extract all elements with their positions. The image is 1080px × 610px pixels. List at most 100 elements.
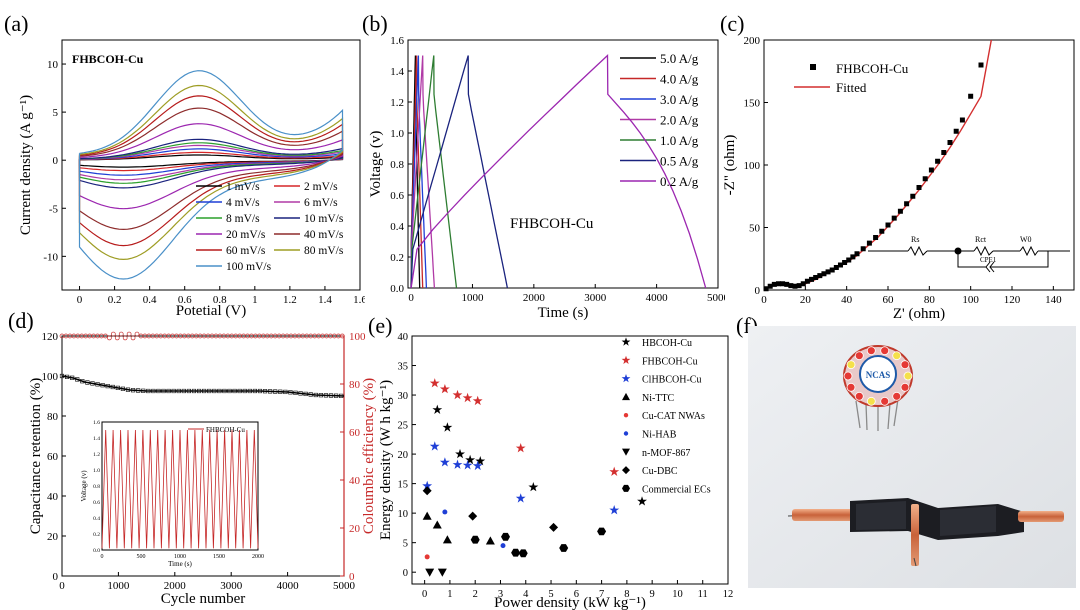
marker-diamond	[549, 522, 559, 532]
y-right-tick-label: 40	[349, 475, 361, 487]
x-tick-label: 140	[1045, 294, 1062, 306]
cv-curve-100mVs	[78, 70, 344, 280]
y-tick-label: 40	[47, 491, 59, 503]
led-light	[866, 396, 876, 406]
marker-diamond	[622, 466, 630, 475]
marker-hexagon	[470, 535, 480, 544]
marker-triangle-down	[437, 568, 447, 577]
inset-frame	[101, 421, 259, 551]
led-light	[846, 360, 856, 370]
series-clhbcohcu	[422, 374, 631, 515]
cv-curve-20mVs	[78, 123, 344, 210]
y-right-tick-label: 100	[349, 331, 366, 343]
inset-y-tick-label: 0.2	[93, 532, 100, 538]
retention-point	[252, 388, 257, 394]
data-point	[821, 271, 827, 277]
x-tick-label: 3000	[220, 580, 243, 592]
legend-label: 20 mV/s	[226, 229, 266, 241]
data-point	[860, 246, 866, 252]
legend-label: 100 mV/s	[226, 261, 272, 273]
x-tick-label: 3000	[584, 292, 607, 304]
data-point	[941, 150, 947, 155]
x-tick-label: 120	[1004, 294, 1021, 306]
data-point	[978, 62, 984, 68]
y-tick-label: 1.2	[390, 97, 404, 109]
retention-point	[161, 388, 166, 394]
led-light	[880, 346, 890, 356]
x-tick-label: 1.2	[283, 294, 297, 306]
legend-label: 0.2 A/g	[660, 174, 699, 189]
retention-point	[318, 393, 323, 398]
inset-y-label: Voltage (v)	[80, 470, 88, 502]
inset-x-label: Time (s)	[168, 560, 192, 568]
legend-label: 5.0 A/g	[660, 51, 699, 66]
data-point	[767, 283, 773, 289]
marker-triangle-down	[622, 448, 630, 456]
x-tick-label: 40	[841, 294, 853, 306]
data-point	[788, 283, 794, 289]
marker-dot	[424, 554, 430, 560]
marker-triangle-down	[425, 568, 435, 577]
retention-point	[59, 373, 65, 379]
retention-point	[136, 388, 141, 393]
legend-label: 3.0 A/g	[660, 92, 699, 107]
marker-dot	[442, 509, 448, 515]
data-point	[947, 140, 953, 145]
data-point	[809, 276, 815, 282]
y-tick-label: 60	[47, 451, 59, 463]
inset-y-tick-label: 1.2	[93, 452, 100, 458]
gcd-curve-02Ag	[410, 54, 707, 289]
x-tick-label: 0	[422, 589, 427, 600]
retention-point	[166, 388, 171, 394]
data-point	[813, 275, 819, 280]
y-axis-label: Coloumbic efficiency (%)	[361, 378, 377, 534]
cv-curve-80mVs	[78, 84, 344, 261]
efficiency-point	[118, 331, 124, 337]
series-commercialecs	[470, 484, 630, 558]
inset-y-tick-label: 0.6	[93, 500, 100, 506]
marker-hexagon	[622, 484, 630, 492]
retention-point	[328, 393, 334, 398]
marker-star	[422, 480, 433, 491]
data-point	[850, 254, 856, 260]
data-point	[800, 281, 806, 287]
y-tick-label: 0	[53, 155, 59, 167]
y-tick-label: -5	[49, 203, 59, 215]
y-right-tick-label: 0	[349, 571, 355, 583]
inset-y-tick-label: 1.6	[93, 420, 100, 426]
x-tick-label: 5000	[707, 292, 725, 304]
data-point	[846, 257, 852, 263]
resistor-rct	[973, 245, 994, 257]
marker-star	[637, 496, 647, 506]
inset-y-tick-label: 1.4	[93, 436, 100, 442]
y-axis-label: Capacitance retention (%)	[28, 378, 44, 535]
inset-x-tick-label: 1500	[213, 554, 225, 560]
legend-label: 10 mV/s	[304, 213, 344, 225]
retention-point	[237, 388, 242, 394]
legend-label: FHBCOH-Cu	[642, 356, 698, 367]
data-point	[891, 215, 897, 221]
x-tick-label: 0	[408, 292, 414, 304]
led-ring	[843, 346, 913, 406]
retention-point	[110, 384, 115, 390]
inset-y-tick-label: 0.4	[93, 516, 100, 522]
data-point	[796, 283, 802, 289]
series-nittc	[422, 392, 630, 545]
x-axis-label: Cycle number	[161, 591, 246, 607]
x-tick-label: 100	[962, 294, 979, 306]
retention-point	[181, 388, 186, 394]
x-tick-label: 2000	[164, 580, 187, 592]
marker-triangle	[622, 392, 630, 401]
retention-point	[70, 375, 75, 380]
retention-point	[156, 388, 161, 394]
panel-c-label: (c)	[720, 11, 744, 36]
marker-star	[462, 460, 473, 470]
legend-label: 6 mV/s	[304, 197, 338, 209]
data-point	[904, 201, 910, 207]
marker-star	[462, 392, 473, 403]
data-point	[879, 228, 885, 234]
y-tick-label: 0.6	[390, 190, 404, 202]
efficiency-point	[134, 331, 140, 337]
x-tick-label: 0.4	[143, 294, 157, 306]
y-tick-label: 100	[42, 371, 59, 383]
